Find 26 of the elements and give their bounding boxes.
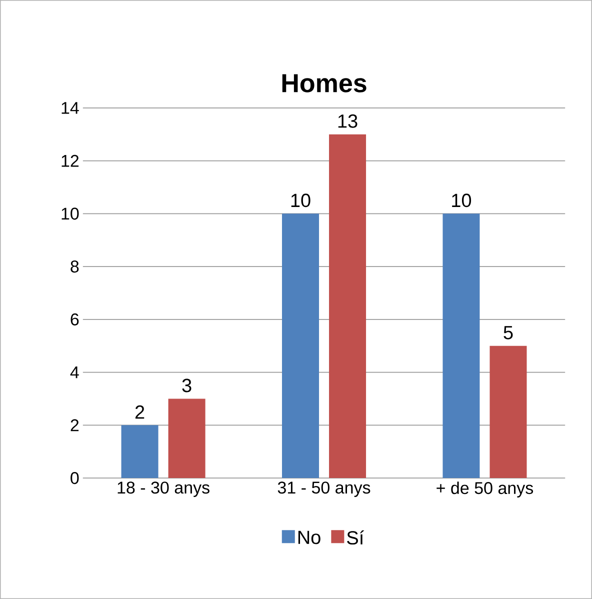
x-tick-label: 31 - 50 anys [278,482,370,497]
legend-label: No [298,530,320,544]
data-label: 3 [182,378,192,392]
x-tick-label: + de 50 anys [436,482,534,498]
bar [490,346,527,478]
y-tick-label: 14 [62,102,79,114]
chart-title: Homes [282,74,366,92]
y-tick-label: 8 [70,260,79,273]
bar [168,398,206,478]
y-tick-label: 0 [70,472,79,484]
data-label: 5 [504,326,513,340]
bar [121,425,158,478]
x-tick-label: 18 - 30 anys [118,482,210,497]
legend-label: Sí [347,530,364,545]
y-tick-label: 2 [70,419,79,432]
bar [282,214,320,478]
bar [442,214,480,478]
y-tick-label: 12 [62,154,79,167]
data-label: 2 [135,405,144,419]
y-tick-label: 10 [62,208,79,220]
y-tick-label: 6 [70,313,79,326]
data-label: 10 [291,194,310,208]
data-label: 13 [338,114,358,128]
data-label: 10 [452,194,472,208]
y-tick-label: 4 [70,366,79,378]
bar [329,134,366,478]
